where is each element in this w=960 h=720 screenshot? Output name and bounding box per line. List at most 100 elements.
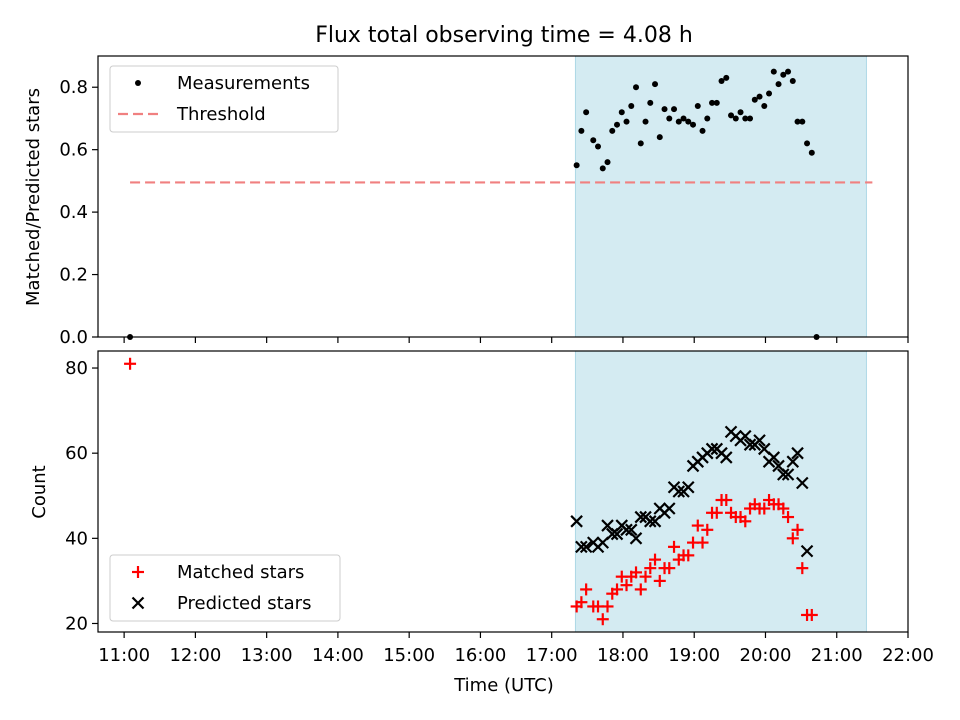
x-b <box>777 468 790 481</box>
y-tick-label: 80 <box>65 358 88 379</box>
predicted-star-point <box>624 523 638 537</box>
x-tick-label: 11:00 <box>98 645 150 666</box>
measurement-point <box>789 77 796 84</box>
matched-star-point <box>710 506 723 519</box>
measurement-point <box>718 77 725 84</box>
y-tick-label: 0.8 <box>59 77 88 98</box>
matched-star-point <box>668 540 681 553</box>
x-tick-label: 16:00 <box>454 645 506 666</box>
x-tick-label: 21:00 <box>811 645 863 666</box>
measurement-point <box>623 118 630 125</box>
predicted-star-point <box>800 544 814 558</box>
measurement-point <box>573 162 580 169</box>
legend-ratio: Measurements Threshold <box>109 65 339 133</box>
y-tick-label: 0.2 <box>59 265 88 286</box>
matched-star-point <box>639 570 652 583</box>
x-b <box>786 455 800 468</box>
measurement-point <box>699 127 706 134</box>
predicted-star-point <box>791 446 804 460</box>
x-b <box>620 523 633 537</box>
matched-star-point <box>796 562 809 575</box>
measurement-point <box>756 93 763 100</box>
measurement-point <box>583 109 590 116</box>
measurement-point <box>642 118 649 125</box>
matched-star-point <box>653 574 666 587</box>
x-b <box>662 502 676 515</box>
measurement-point <box>723 74 730 81</box>
x-b <box>796 476 809 490</box>
predicted-star-point <box>767 451 781 464</box>
matched-star-point <box>682 549 695 562</box>
x-tick-label: 12:00 <box>169 645 221 666</box>
x-b <box>634 510 648 524</box>
predicted-star-point <box>634 510 648 524</box>
legend-box <box>109 65 339 133</box>
measurement-point <box>766 90 773 97</box>
measurement-point <box>680 115 687 122</box>
measurement-point <box>709 99 716 106</box>
y-tick-label: 0.4 <box>59 202 88 223</box>
predicted-star-point <box>720 451 733 464</box>
matched-star-point <box>777 502 790 515</box>
legend-dot-marker <box>135 80 141 86</box>
x-axis-label: Time (UTC) <box>453 675 554 696</box>
x-b <box>672 485 686 498</box>
x-b <box>579 540 593 554</box>
x-b <box>705 442 719 456</box>
matched-star-point <box>739 515 752 528</box>
measurement-point <box>604 159 611 166</box>
x-tick-label: 22:00 <box>882 645 934 666</box>
measurement-point <box>690 121 697 128</box>
x-tick-label: 13:00 <box>241 645 293 666</box>
measurement-point <box>675 118 682 125</box>
legend-x-b <box>131 596 145 610</box>
predicted-star-point <box>579 540 593 554</box>
measurement-point <box>618 109 625 116</box>
measurement-point <box>578 127 585 134</box>
predicted-star-point <box>753 434 766 447</box>
measurement-point <box>770 68 777 75</box>
matched-star-point <box>663 562 676 575</box>
predicted-star-point <box>575 540 588 554</box>
x-b <box>720 451 733 464</box>
predicted-star-point <box>796 476 809 490</box>
measurement-point <box>728 112 735 119</box>
matched-star-point <box>782 511 795 524</box>
matched-star-point <box>649 553 662 566</box>
count-panel: 20 40 60 80 11:00 12:00 13:00 14:00 15:00 16:00 17… <box>65 350 934 666</box>
y-axis-label-ratio: Matched/Predicted stars <box>23 88 44 306</box>
x-tick-label: 15:00 <box>383 645 435 666</box>
axes-frame <box>97 55 909 338</box>
matched-star-point <box>805 608 818 621</box>
x-b <box>791 446 804 460</box>
matched-star-point <box>630 566 643 579</box>
measurement-point <box>633 84 640 91</box>
predicted-star-point <box>570 515 583 528</box>
measurement-point <box>694 102 701 109</box>
y-tick-label: 0.0 <box>59 327 88 348</box>
measurement-point <box>595 143 602 150</box>
matched-star-point <box>758 502 771 515</box>
x-b <box>800 544 814 558</box>
measurement-point <box>751 96 758 103</box>
legend-label: Matched stars <box>177 562 304 583</box>
measurement-point <box>761 102 768 109</box>
x-b <box>753 434 766 447</box>
matched-star-point <box>701 523 714 536</box>
matched-star-point <box>696 536 709 549</box>
x-b <box>601 519 614 532</box>
y-tick-label: 60 <box>65 443 88 464</box>
measurement-point <box>794 118 801 125</box>
measurement-point <box>785 68 792 75</box>
x-b <box>767 451 781 464</box>
legend-box <box>109 554 341 622</box>
legend-label: Measurements <box>177 73 310 94</box>
measurement-point <box>742 115 749 122</box>
x-b <box>629 532 643 545</box>
legend-label: Predicted stars <box>177 593 311 614</box>
measurement-point <box>775 81 782 88</box>
measurement-point <box>661 106 668 113</box>
x-tick-label: 18:00 <box>597 645 649 666</box>
measurement-point <box>737 109 744 116</box>
predicted-star-point <box>629 532 643 545</box>
